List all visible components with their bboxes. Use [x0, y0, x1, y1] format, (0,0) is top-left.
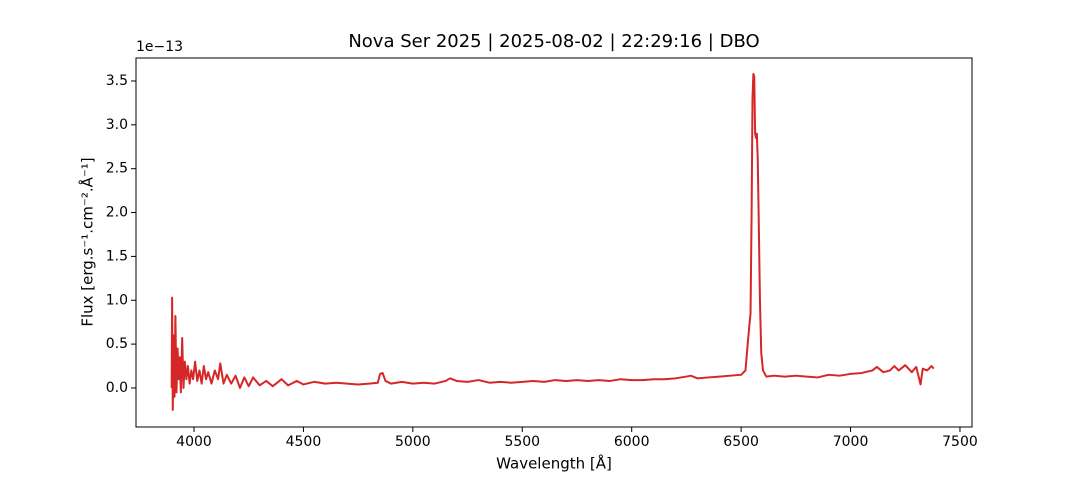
x-tick-label: 7000	[833, 434, 869, 450]
x-tick-label: 5000	[395, 434, 431, 450]
y-tick-label: 2.5	[106, 161, 128, 177]
y-tick-label: 0.5	[106, 336, 128, 352]
chart-title: Nova Ser 2025 | 2025-08-02 | 22:29:16 | …	[348, 31, 759, 52]
x-tick-label: 4500	[286, 434, 322, 450]
y-tick-label: 0.0	[106, 380, 128, 396]
x-tick-label: 6000	[614, 434, 650, 450]
plot-frame	[135, 57, 973, 428]
y-offset-label: 1e−13	[136, 39, 183, 55]
y-tick-label: 1.0	[106, 292, 128, 308]
y-tick-label: 2.0	[106, 205, 128, 221]
x-axis-label: Wavelength [Å]	[496, 454, 612, 473]
y-tick-label: 1.5	[106, 248, 128, 264]
y-axis-label: Flux [erg.s⁻¹.cm⁻².Å⁻¹]	[78, 157, 97, 326]
x-tick-label: 5500	[504, 434, 540, 450]
spectrum-line	[170, 72, 935, 411]
y-tick-label: 3.0	[106, 117, 128, 133]
y-tick-label: 3.5	[106, 73, 128, 89]
x-tick-label: 7500	[942, 434, 978, 450]
x-tick-label: 4000	[176, 434, 212, 450]
x-tick-label: 6500	[723, 434, 759, 450]
